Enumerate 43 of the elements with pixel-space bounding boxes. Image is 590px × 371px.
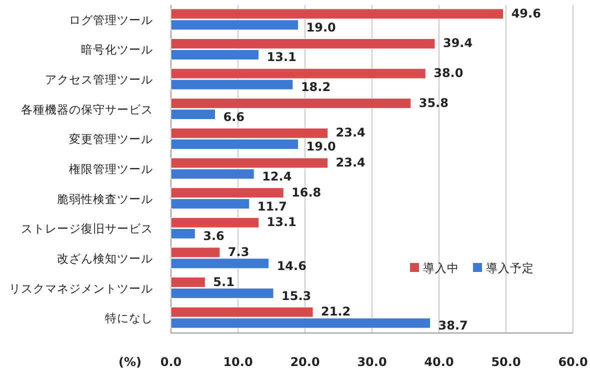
x-axis-title: (%) <box>118 355 142 369</box>
y-tick-label: 暗号化ツール <box>81 42 153 57</box>
y-tick-label: 脆弱性検査ツール <box>57 192 153 206</box>
data-label: 21.2 <box>321 304 351 319</box>
data-label: 49.6 <box>511 6 541 20</box>
data-label: 11.7 <box>257 199 287 214</box>
y-tick-label: 権限管理ツール <box>69 162 153 176</box>
data-label: 13.1 <box>266 215 296 230</box>
x-tick-label: 50.0 <box>491 355 521 369</box>
data-label: 23.4 <box>336 156 366 170</box>
legend-label: 導入中 <box>423 261 459 275</box>
data-label: 19.0 <box>306 20 336 34</box>
data-label: 39.4 <box>442 36 473 50</box>
x-tick-label: 10.0 <box>223 355 253 369</box>
y-tick-label: 変更管理ツール <box>69 132 153 146</box>
data-label: 38.7 <box>438 318 468 333</box>
x-tick-label: 60.0 <box>558 355 588 369</box>
y-tick-label: 各種機器の保守サービス <box>21 102 153 116</box>
data-label: 23.4 <box>336 126 366 140</box>
y-tick-label: 改ざん検知ツール <box>57 251 153 266</box>
data-label: 3.6 <box>203 229 224 244</box>
data-label: 5.1 <box>213 274 234 289</box>
data-label: 12.4 <box>262 170 292 184</box>
data-label: 7.3 <box>228 244 250 259</box>
data-label: 19.0 <box>306 140 336 154</box>
y-tick-label: ログ管理ツール <box>69 12 153 27</box>
data-label: 18.2 <box>300 80 331 94</box>
x-tick-label: 0.0 <box>160 355 182 369</box>
y-tick-label: アクセス管理ツール <box>45 72 153 87</box>
y-tick-label: ストレージ復旧サービス <box>21 222 153 236</box>
x-tick-label: 30.0 <box>357 355 387 369</box>
x-tick-label: 40.0 <box>424 355 454 369</box>
data-label: 15.3 <box>282 288 312 303</box>
legend-label: 導入予定 <box>486 261 534 275</box>
x-tick-label: 20.0 <box>290 355 320 369</box>
data-label: 14.6 <box>276 258 306 273</box>
data-label: 13.1 <box>266 50 296 64</box>
data-label: 38.0 <box>434 66 464 80</box>
data-label: 35.8 <box>418 96 448 110</box>
y-tick-label: リスクマネジメントツール <box>9 281 153 296</box>
data-label: 16.8 <box>292 185 322 200</box>
y-tick-label: 特になし <box>105 311 153 326</box>
data-label: 6.6 <box>223 110 244 124</box>
